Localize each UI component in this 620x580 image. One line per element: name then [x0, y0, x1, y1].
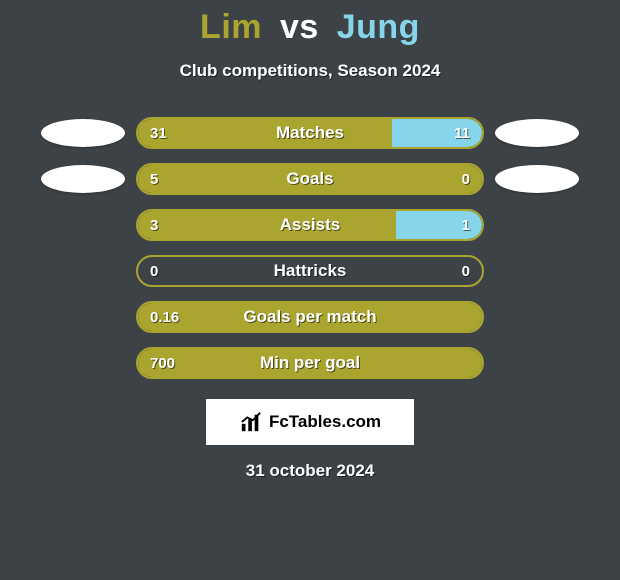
- bar-fill-left: [138, 349, 482, 377]
- date-text: 31 october 2024: [0, 461, 620, 481]
- player1-photo-slot: [40, 117, 126, 149]
- stat-label: Hattricks: [138, 257, 482, 285]
- stat-row: 0 0Hattricks: [0, 255, 620, 287]
- bar-fill-left: [138, 211, 396, 239]
- player2-photo-slot: [494, 255, 580, 287]
- player1-photo: [41, 119, 125, 147]
- player2-photo-slot: [494, 301, 580, 333]
- subtitle: Club competitions, Season 2024: [0, 61, 620, 81]
- player1-photo-slot: [40, 163, 126, 195]
- player1-photo: [41, 165, 125, 193]
- player2-photo-slot: [494, 117, 580, 149]
- stat-bar: 31Assists: [136, 209, 484, 241]
- player2-photo-slot: [494, 209, 580, 241]
- stat-value-left: 0: [150, 257, 158, 285]
- stat-row: 0.16Goals per match: [0, 301, 620, 333]
- player1-photo-slot: [40, 255, 126, 287]
- brand-text: FcTables.com: [269, 412, 381, 432]
- bar-fill-left: [138, 165, 482, 193]
- bar-fill-left: [138, 119, 392, 147]
- player1-photo-slot: [40, 347, 126, 379]
- brand-badge: FcTables.com: [206, 399, 414, 445]
- stat-bar: 700Min per goal: [136, 347, 484, 379]
- stat-bar: 0 0Hattricks: [136, 255, 484, 287]
- chart-icon: [239, 411, 263, 433]
- player2-photo: [495, 119, 579, 147]
- stat-bar: 0.16Goals per match: [136, 301, 484, 333]
- vs-text: vs: [280, 8, 319, 46]
- player1-photo-slot: [40, 301, 126, 333]
- stat-value-right: 0: [462, 257, 470, 285]
- page-title: Lim vs Jung: [0, 0, 620, 47]
- stat-row: 50Goals: [0, 163, 620, 195]
- stat-bar: 3111Matches: [136, 117, 484, 149]
- bar-fill-right: [396, 211, 482, 239]
- bar-fill-right: [392, 119, 482, 147]
- stat-bar: 50Goals: [136, 163, 484, 195]
- stat-row: 31Assists: [0, 209, 620, 241]
- player2-photo-slot: [494, 163, 580, 195]
- player1-name: Lim: [200, 8, 262, 46]
- stat-row: 3111Matches: [0, 117, 620, 149]
- stats-list: 3111Matches 50Goals 31Assists 0 0Hattricks 0.…: [0, 117, 620, 379]
- bar-fill-left: [138, 303, 482, 331]
- stat-row: 700Min per goal: [0, 347, 620, 379]
- player2-photo: [495, 165, 579, 193]
- player1-photo-slot: [40, 209, 126, 241]
- comparison-card: Lim vs Jung Club competitions, Season 20…: [0, 0, 620, 580]
- player2-photo-slot: [494, 347, 580, 379]
- player2-name: Jung: [337, 8, 420, 46]
